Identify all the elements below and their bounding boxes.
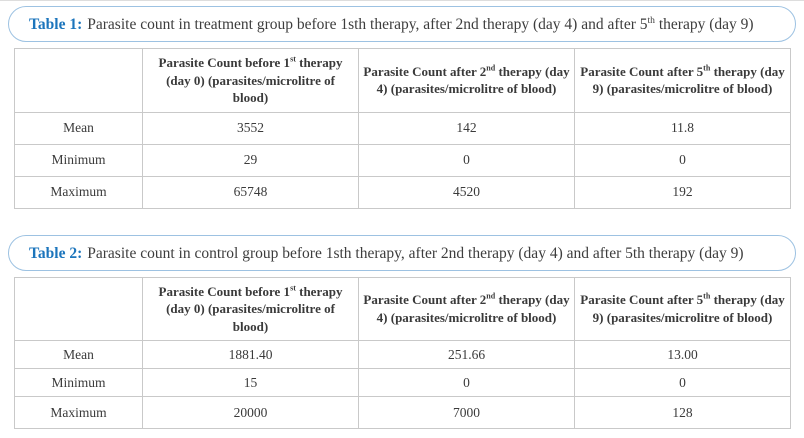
table-cell: 65748 <box>142 175 359 209</box>
table-row-maximum: Maximum 65748 4520 192 <box>14 175 791 209</box>
table-row-minimum: Minimum 15 0 0 <box>14 368 791 398</box>
table-cell: 251.66 <box>358 340 575 370</box>
table-cell: 15 <box>142 368 359 398</box>
table1-header-before-1st: Parasite Count before 1st therapy (day 0… <box>142 48 359 113</box>
row-label: Maximum <box>14 396 143 430</box>
table-cell: 3552 <box>142 111 359 145</box>
table-cell: 1881.40 <box>142 340 359 370</box>
table-row-maximum: Maximum 20000 7000 128 <box>14 396 791 430</box>
table-cell: 0 <box>574 368 791 398</box>
table-cell: 4520 <box>358 175 575 209</box>
table-cell: 192 <box>574 175 791 209</box>
table-cell: 29 <box>142 143 359 177</box>
row-label: Minimum <box>14 143 143 177</box>
table2-header-after-2nd: Parasite Count after 2nd therapy (day 4)… <box>358 276 575 342</box>
table2: Parasite Count before 1st therapy (day 0… <box>14 276 791 430</box>
table-cell: 11.8 <box>574 111 791 145</box>
table2-caption-text: Parasite count in control group before 1… <box>87 244 744 262</box>
table2-header-corner <box>14 276 143 342</box>
table1-header-after-2nd: Parasite Count after 2nd therapy (day 4)… <box>358 48 575 113</box>
row-label: Mean <box>14 111 143 145</box>
table1-header-corner <box>14 48 143 113</box>
table-cell: 142 <box>358 111 575 145</box>
table-cell: 0 <box>358 368 575 398</box>
table-cell: 13.00 <box>574 340 791 370</box>
row-label: Mean <box>14 340 143 370</box>
table-row-minimum: Minimum 29 0 0 <box>14 143 791 177</box>
table1-caption-text: Parasite count in treatment group before… <box>87 14 754 33</box>
table1-caption-label: Table 1: <box>29 16 83 33</box>
table-cell: 20000 <box>142 396 359 430</box>
table2-header-row: Parasite Count before 1st therapy (day 0… <box>14 276 791 342</box>
table1-header-row: Parasite Count before 1st therapy (day 0… <box>14 48 791 113</box>
table-row-mean: Mean 1881.40 251.66 13.00 <box>14 340 791 370</box>
table-row-mean: Mean 3552 142 11.8 <box>14 111 791 145</box>
row-label: Minimum <box>14 368 143 398</box>
table2-caption: Table 2: Parasite count in control group … <box>8 234 796 271</box>
table2-header-before-1st: Parasite Count before 1st therapy (day 0… <box>142 276 359 342</box>
row-label: Maximum <box>14 175 143 209</box>
table-cell: 0 <box>358 143 575 177</box>
table2-header-after-5th: Parasite Count after 5th therapy (day 9)… <box>574 276 791 342</box>
table-cell: 7000 <box>358 396 575 430</box>
table1-header-after-5th: Parasite Count after 5th therapy (day 9)… <box>574 48 791 113</box>
table-cell: 128 <box>574 396 791 430</box>
table1-caption: Table 1: Parasite count in treatment grou… <box>8 6 796 42</box>
table2-caption-label: Table 2: <box>29 244 83 262</box>
table-cell: 0 <box>574 143 791 177</box>
table1: Parasite Count before 1st therapy (day 0… <box>14 48 791 209</box>
table1-section: Table 1: Parasite count in treatment grou… <box>0 6 804 209</box>
table2-section: Table 2: Parasite count in control group … <box>0 234 804 430</box>
